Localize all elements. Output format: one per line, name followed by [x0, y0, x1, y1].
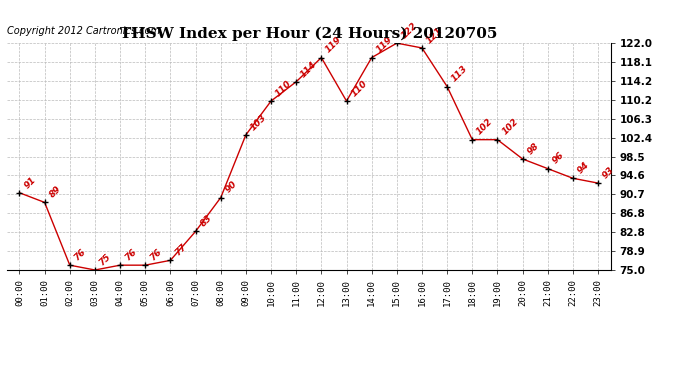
Text: 113: 113: [450, 64, 469, 84]
Text: 121: 121: [425, 26, 444, 45]
Title: THSW Index per Hour (24 Hours) 20120705: THSW Index per Hour (24 Hours) 20120705: [120, 26, 497, 40]
Text: 119: 119: [324, 35, 344, 55]
Text: 119: 119: [375, 35, 394, 55]
Text: 98: 98: [525, 141, 540, 156]
Text: 110: 110: [349, 79, 369, 98]
Text: 77: 77: [173, 242, 188, 258]
Text: 102: 102: [500, 117, 520, 137]
Text: 114: 114: [299, 59, 319, 79]
Text: 93: 93: [601, 165, 616, 180]
Text: 102: 102: [475, 117, 495, 137]
Text: 110: 110: [274, 79, 293, 98]
Text: 91: 91: [22, 175, 37, 190]
Text: 103: 103: [248, 112, 268, 132]
Text: 76: 76: [148, 247, 164, 262]
Text: 96: 96: [551, 151, 566, 166]
Text: 76: 76: [72, 247, 88, 262]
Text: 89: 89: [48, 184, 63, 200]
Text: THSW  (°F): THSW (°F): [558, 28, 611, 37]
Text: 94: 94: [575, 160, 591, 176]
Text: 122: 122: [400, 21, 420, 40]
Text: Copyright 2012 Cartronics.com: Copyright 2012 Cartronics.com: [7, 26, 160, 36]
Text: 90: 90: [224, 180, 239, 195]
Text: 76: 76: [123, 247, 138, 262]
Text: 75: 75: [98, 252, 113, 267]
Text: 83: 83: [198, 213, 213, 229]
